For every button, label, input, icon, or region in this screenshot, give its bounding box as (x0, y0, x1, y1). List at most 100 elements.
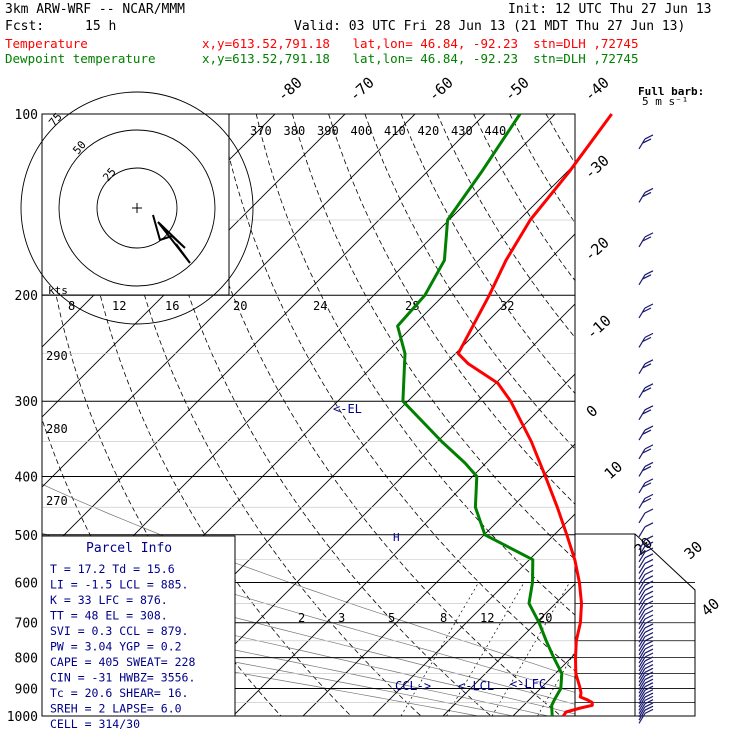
wind-barb (638, 604, 646, 616)
wind-barb (638, 623, 646, 634)
wind-barb-flag (644, 656, 654, 662)
wind-barb (638, 307, 646, 319)
mixing-ratio-line (446, 582, 525, 716)
mixing-ratio-line (491, 582, 570, 716)
wind-barb (638, 636, 646, 647)
wind-barb-flag (642, 429, 652, 435)
wind-barb-flag (642, 448, 652, 454)
wind-barb-flag (644, 605, 654, 611)
wind-barb-flag (644, 702, 654, 708)
wind-barb-flag (644, 493, 654, 499)
wind-barb (638, 660, 646, 672)
theta-left-label: 290 (46, 349, 68, 363)
parcel-info-row: CAPE = 405 SWEAT= 228 (50, 655, 195, 669)
wind-barb (638, 557, 646, 569)
pressure-label-300: 300 (15, 395, 38, 410)
dry-adiabat (183, 114, 562, 716)
wind-barb (638, 574, 646, 585)
isotherm (302, 443, 575, 716)
wind-barb-flag (642, 191, 652, 197)
parcel-info-row: SVI = 0.3 CCL = 879. (50, 624, 188, 638)
wind-barb-flag (642, 336, 652, 342)
wind-barb (638, 686, 646, 698)
wind-barb (638, 363, 646, 375)
wind-barb-flag (644, 692, 654, 698)
moist-adiabat (42, 638, 479, 716)
dry-adiabat (619, 114, 740, 716)
dry-adiabat (691, 114, 740, 716)
wind-barb (638, 568, 646, 580)
wind-barb (638, 599, 646, 611)
wind-barb (638, 713, 646, 724)
mixing-ratio-label: 20 (538, 611, 552, 625)
wind-barb-flag (642, 387, 652, 393)
wind-barb-flag (644, 632, 654, 638)
wind-barb (638, 466, 646, 477)
wind-barb-flag (644, 623, 654, 629)
wind-legend-title: Full barb: (638, 85, 704, 98)
parcel-info-row: SREH = 2 LAPSE= 6.0 (50, 702, 182, 716)
wind-barb-flag (644, 535, 654, 541)
wind-barb-flag (642, 482, 652, 488)
wind-barb-flag (642, 307, 652, 313)
wind-barb-flag (644, 461, 654, 467)
wind-barb (638, 706, 646, 718)
pressure-label-100: 100 (15, 108, 38, 123)
dry-adiabat (727, 114, 740, 716)
wind-barb-flag (644, 644, 654, 650)
wind-barb-flag (644, 508, 654, 514)
wind-barb-flag (644, 590, 654, 596)
pressure-label-800: 800 (15, 652, 38, 667)
mixing-ratio-label: 3 (338, 611, 345, 625)
wind-barb-flag (644, 695, 654, 701)
wind-barb (638, 337, 646, 348)
wind-barbs (638, 134, 654, 724)
wind-barb-flag (644, 614, 654, 620)
dry-adiabat (473, 114, 575, 282)
ccl-marker: CCL-> (395, 679, 431, 693)
dry-adiabat (655, 114, 740, 716)
wind-barb (638, 579, 646, 591)
temperature-legend-label: Temperature (5, 36, 88, 51)
wind-barb (638, 192, 646, 203)
wind-barb-flag (642, 409, 652, 415)
wind-barb-flag (644, 640, 654, 646)
wind-barb (638, 709, 646, 721)
wind-barb (638, 652, 646, 664)
wind-barb (638, 584, 646, 596)
hodograph-trace (152, 214, 191, 264)
dry-adiabat (364, 114, 575, 450)
wind-barb (638, 679, 646, 690)
parcel-info-row: PW = 3.04 YGP = 0.2 (50, 640, 182, 654)
wind-barb-flag (644, 618, 654, 625)
wind-barb-flag (642, 138, 652, 144)
model-title: 3km ARW-WRF -- NCAR/MMM (5, 2, 186, 17)
mixing-ratio-label: 5 (388, 611, 395, 625)
parcel-info-frame (41, 535, 236, 717)
wind-barb-flag (644, 685, 654, 691)
isotherm (442, 583, 575, 716)
pressure-label-900: 900 (15, 682, 38, 697)
wind-barb-flag (642, 497, 652, 503)
wind-barb (638, 594, 646, 606)
wind-barb (638, 387, 646, 399)
plot-frame-extension (575, 533, 696, 717)
parcel-info-title: Parcel Info (86, 541, 172, 556)
wind-barb-flag (644, 678, 654, 684)
temperature-tick-label: 40 (698, 595, 723, 620)
wind-legend-value: 5 m s⁻¹ (642, 95, 688, 108)
wind-barb-flag (644, 478, 654, 484)
hodograph-kts-label: kts (48, 284, 68, 297)
wind-barb (638, 236, 646, 248)
lfc-marker: <-LFC (510, 677, 546, 691)
pressure-label-400: 400 (15, 470, 38, 485)
wind-barb-flag (644, 444, 654, 450)
wind-barb-flag (644, 660, 654, 666)
forecast-label: Fcst: (5, 19, 45, 34)
mixing-ratio-label: 12 (480, 611, 494, 625)
wind-barb (638, 627, 646, 639)
wind-barb-flag (644, 564, 654, 570)
speed-label: 16 (165, 299, 179, 313)
wind-barb-flag (644, 232, 654, 238)
wind-barb (638, 656, 646, 668)
